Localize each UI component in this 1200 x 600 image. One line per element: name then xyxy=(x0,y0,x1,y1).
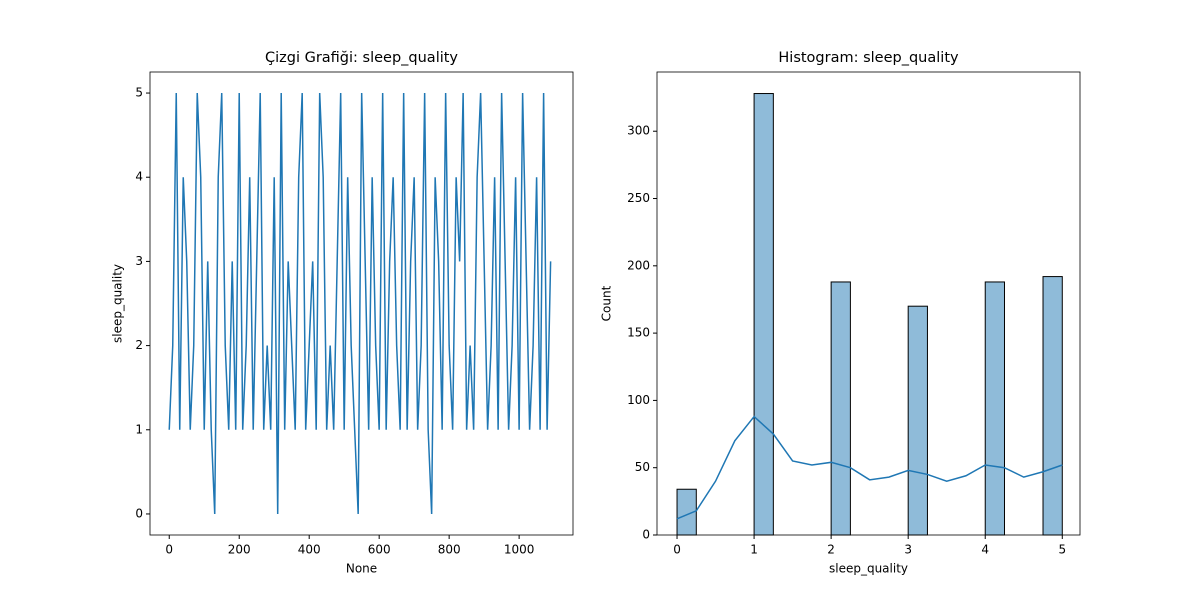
x-tick-label: 3 xyxy=(904,543,912,557)
x-tick-label: 800 xyxy=(438,543,461,557)
kde-line xyxy=(676,415,1063,520)
histogram-bar xyxy=(830,281,851,536)
x-tick-label: 1000 xyxy=(504,543,535,557)
x-tick-label: 2 xyxy=(827,543,835,557)
y-tick-label: 100 xyxy=(627,393,650,407)
histogram-bar xyxy=(1042,276,1063,536)
y-tick-label: 0 xyxy=(135,506,143,520)
histogram-bar xyxy=(984,281,1005,536)
histogram-bar xyxy=(907,305,928,536)
y-tick-label: 1 xyxy=(135,422,143,436)
x-tick-label: 1 xyxy=(750,543,758,557)
histogram-bar xyxy=(753,93,774,536)
y-tick-label: 300 xyxy=(627,124,650,138)
y-tick-label: 150 xyxy=(627,326,650,340)
x-tick-label: 200 xyxy=(228,543,251,557)
y-tick-label: 2 xyxy=(135,338,143,352)
y-tick-label: 250 xyxy=(627,191,650,205)
chart-title: Histogram: sleep_quality xyxy=(778,50,959,66)
x-axis-label: None xyxy=(346,562,377,576)
x-axis-label: sleep_quality xyxy=(829,562,908,576)
x-tick-label: 600 xyxy=(368,543,391,557)
x-tick-label: 400 xyxy=(298,543,321,557)
y-tick-label: 50 xyxy=(635,460,650,474)
axes-frame xyxy=(656,71,1081,536)
axes-frame xyxy=(149,71,574,536)
y-tick-label: 3 xyxy=(135,254,143,268)
y-tick-label: 5 xyxy=(135,86,143,100)
y-axis-label: Count xyxy=(600,285,614,321)
x-tick-label: 0 xyxy=(673,543,681,557)
y-tick-label: 200 xyxy=(627,258,650,272)
x-tick-label: 5 xyxy=(1058,543,1066,557)
x-tick-label: 4 xyxy=(981,543,989,557)
chart-title: Çizgi Grafiği: sleep_quality xyxy=(265,50,458,66)
y-axis-label: sleep_quality xyxy=(111,264,125,343)
data-line xyxy=(168,93,552,514)
x-tick-label: 0 xyxy=(165,543,173,557)
y-tick-label: 0 xyxy=(642,528,650,542)
y-tick-label: 4 xyxy=(135,170,143,184)
